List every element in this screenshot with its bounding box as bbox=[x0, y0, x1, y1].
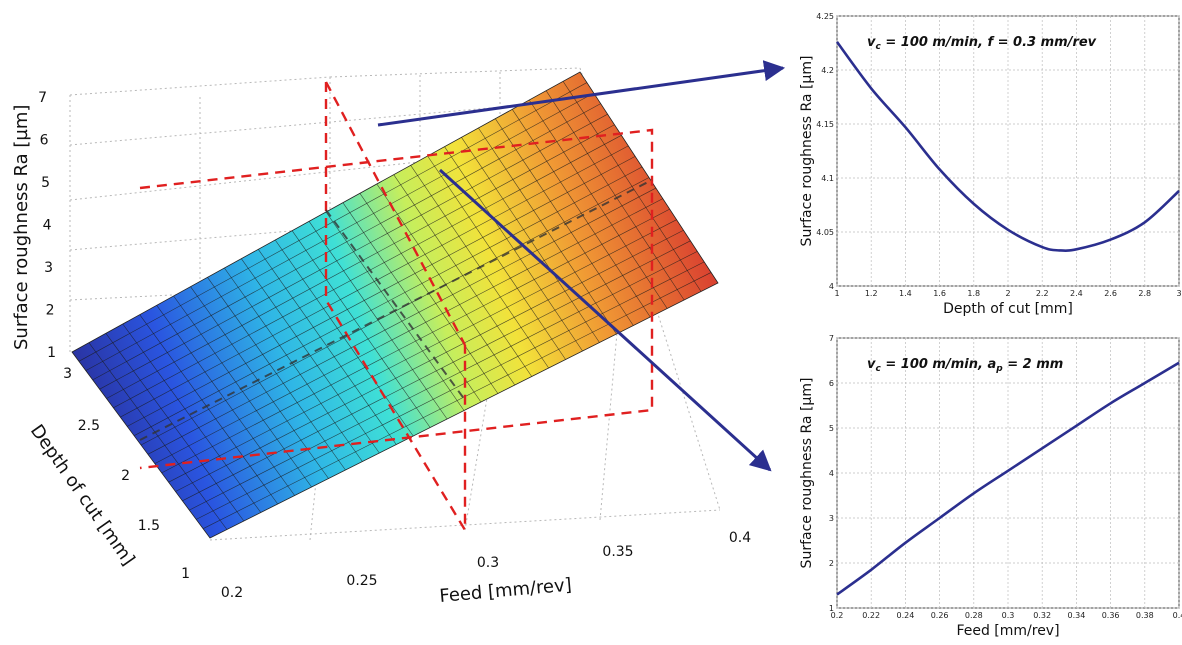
surface-plot-3d: 1 2 3 4 5 6 7 1 1.5 2 2.5 3 0.2 0.25 0.3 0.35 0.4 Surf… bbox=[11, 67, 751, 607]
plot-annotation: vc = 100 m/min, ap = 2 mm bbox=[867, 357, 1063, 374]
arrow-to-feed-plot bbox=[438, 168, 772, 472]
x-tick-label: 0.4 bbox=[1173, 611, 1182, 620]
x-tick-label: 0.25 bbox=[346, 573, 377, 589]
y-tick-label: 7 bbox=[829, 334, 834, 343]
series-line bbox=[836, 361, 1180, 596]
x-tick-label: 2 bbox=[1005, 289, 1010, 298]
x-tick-label: 1.4 bbox=[899, 289, 912, 298]
mesh-line-depth bbox=[120, 145, 629, 418]
x-tick-label: 1 bbox=[834, 289, 839, 298]
z-tick-label: 1 bbox=[47, 345, 56, 361]
y-tick-label: 1.5 bbox=[138, 518, 160, 534]
mesh-line-depth bbox=[147, 187, 657, 455]
mesh-line-depth bbox=[182, 240, 691, 502]
mesh-line-depth bbox=[202, 272, 712, 529]
y-axis-label: Depth of cut [mm] bbox=[26, 421, 139, 570]
y-tick-label: 4.15 bbox=[816, 120, 834, 129]
mesh-line-depth bbox=[196, 261, 705, 520]
x-tick-label: 2.2 bbox=[1036, 289, 1049, 298]
x-tick-label: 0.36 bbox=[1102, 611, 1120, 620]
x-tick-label: 0.28 bbox=[965, 611, 983, 620]
x-tick-label: 0.35 bbox=[602, 544, 633, 560]
mesh-line-depth bbox=[127, 156, 636, 427]
series-line bbox=[835, 41, 1180, 252]
section-plane-depth bbox=[139, 128, 654, 470]
plot-annotation: vc = 100 m/min, f = 0.3 mm/rev bbox=[867, 35, 1097, 52]
x-tick-label: 1.8 bbox=[967, 289, 980, 298]
section-plane-feed bbox=[324, 81, 467, 535]
mesh-line-depth bbox=[133, 166, 643, 436]
x-tick-label: 0.38 bbox=[1136, 611, 1154, 620]
x-tick-label: 1.6 bbox=[933, 289, 946, 298]
y-tick-label: 4 bbox=[829, 282, 834, 291]
z-tick-label: 5 bbox=[41, 175, 50, 191]
x-tick-label: 0.3 bbox=[477, 555, 499, 571]
y-tick-label: 4.25 bbox=[816, 12, 834, 21]
y-tick-label: 4.05 bbox=[816, 228, 834, 237]
y-tick-label: 1 bbox=[829, 604, 834, 613]
x-tick-label: 0.26 bbox=[931, 611, 949, 620]
x-tick-label: 0.4 bbox=[729, 530, 751, 546]
z-tick-label: 7 bbox=[38, 90, 47, 106]
y-tick-label: 6 bbox=[829, 379, 834, 388]
surface-mesh-lines bbox=[78, 81, 712, 530]
y-tick-label: 2 bbox=[829, 559, 834, 568]
y-tick-label: 3 bbox=[63, 366, 72, 382]
y-tick-label: 4.2 bbox=[821, 66, 834, 75]
z-tick-label: 6 bbox=[40, 133, 49, 149]
y-tick-label: 3 bbox=[829, 514, 834, 523]
z-axis-label: Surface roughness Ra [µm] bbox=[11, 105, 32, 350]
x-tick-label: 0.2 bbox=[831, 611, 844, 620]
mesh-line-depth bbox=[175, 229, 684, 492]
x-tick-label: 0.34 bbox=[1067, 611, 1085, 620]
z-tick-label: 2 bbox=[46, 303, 55, 319]
mesh-line-depth bbox=[168, 219, 677, 483]
mesh-line-depth bbox=[154, 198, 663, 464]
mesh-line-depth bbox=[92, 103, 601, 381]
x-tick-label: 2.6 bbox=[1104, 289, 1117, 298]
y-tick-label: 2.5 bbox=[78, 418, 100, 434]
y-tick-label: 4.1 bbox=[821, 174, 834, 183]
y-tick-label: 2 bbox=[121, 468, 130, 484]
z-tick-label: 3 bbox=[44, 260, 53, 276]
y-axis-label: Surface roughness Ra [µm] bbox=[799, 56, 815, 247]
section-lines-on-surface bbox=[139, 179, 653, 441]
y-axis-label: Surface roughness Ra [µm] bbox=[799, 378, 815, 569]
x-axis-label: Feed [mm/rev] bbox=[439, 575, 573, 607]
mesh-line-depth bbox=[106, 124, 615, 399]
mesh-line-depth bbox=[161, 208, 670, 474]
arrow-to-depth-plot bbox=[377, 60, 786, 127]
mesh-line-depth bbox=[85, 92, 594, 371]
mesh-line-depth bbox=[99, 113, 608, 390]
x-tick-label: 2.4 bbox=[1070, 289, 1083, 298]
y-tick-label: 4 bbox=[829, 469, 834, 478]
x-axis-label: Feed [mm/rev] bbox=[956, 623, 1059, 639]
mesh-line-depth bbox=[78, 82, 588, 362]
x-tick-label: 0.3 bbox=[1002, 611, 1015, 620]
ra-vs-depth-plot: 1 1.2 1.4 1.6 1.8 2 2.2 2.4 2.6 2.8 3 4 4.05 4.1 4.15 4… bbox=[799, 12, 1182, 317]
x-tick-label: 1.2 bbox=[865, 289, 878, 298]
x-tick-label: 0.24 bbox=[896, 611, 914, 620]
y-tick-label: 1 bbox=[181, 566, 190, 582]
y-tick-label: 5 bbox=[829, 424, 834, 433]
mesh-line-depth bbox=[189, 251, 698, 511]
x-tick-label: 3 bbox=[1176, 289, 1181, 298]
x-tick-label: 0.22 bbox=[862, 611, 880, 620]
x-tick-label: 0.2 bbox=[221, 585, 243, 601]
mesh-line-depth bbox=[113, 135, 622, 409]
x-tick-label: 0.32 bbox=[1033, 611, 1051, 620]
x-tick-label: 2.8 bbox=[1138, 289, 1151, 298]
ra-vs-feed-plot: 0.2 0.22 0.24 0.26 0.28 0.3 0.32 0.34 0.36 0.38 0.… bbox=[799, 334, 1182, 639]
x-axis-label: Depth of cut [mm] bbox=[943, 301, 1073, 317]
z-tick-label: 4 bbox=[43, 218, 52, 234]
